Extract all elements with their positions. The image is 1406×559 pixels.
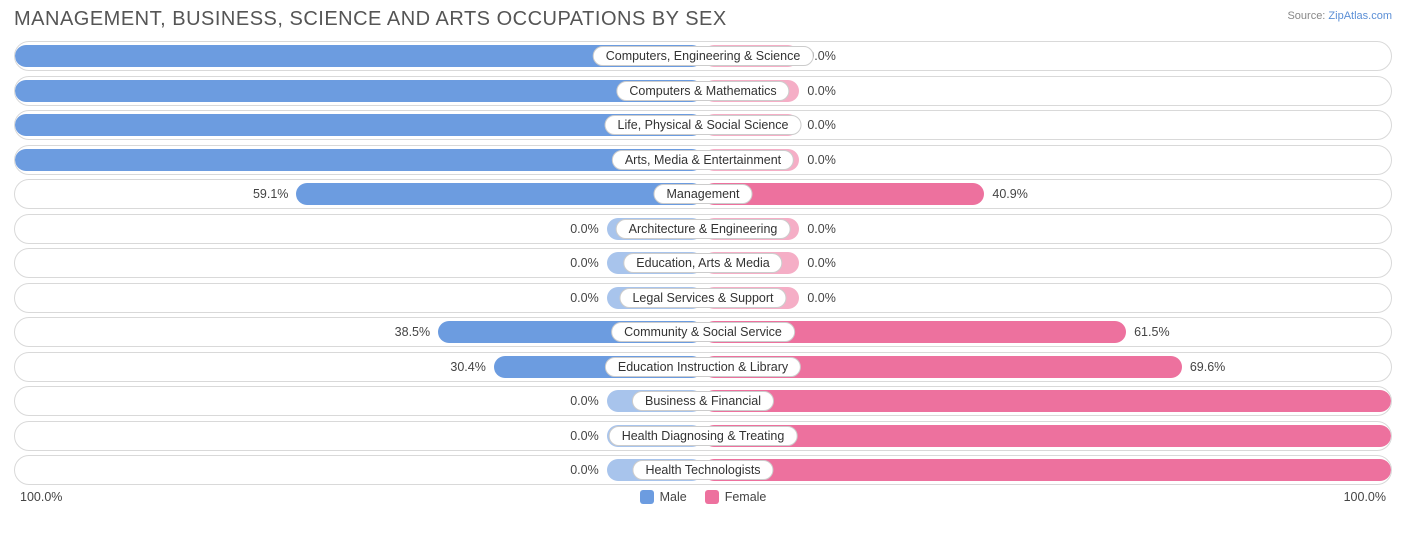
- bar-row: 38.5% 61.5% Community & Social Service: [14, 317, 1392, 347]
- axis-right-label: 100.0%: [1344, 490, 1386, 504]
- bar-row: 100.0% 0.0% Life, Physical & Social Scienc…: [14, 110, 1392, 140]
- male-half: 0.0%: [15, 422, 703, 450]
- female-value: 0.0%: [807, 153, 836, 167]
- male-half: 0.0%: [15, 284, 703, 312]
- category-label: Legal Services & Support: [619, 288, 786, 308]
- chart-container: MANAGEMENT, BUSINESS, SCIENCE AND ARTS O…: [0, 0, 1406, 559]
- female-half: 40.9%: [703, 180, 1391, 208]
- chart-header: MANAGEMENT, BUSINESS, SCIENCE AND ARTS O…: [14, 8, 1392, 31]
- male-value: 0.0%: [570, 256, 599, 270]
- category-label: Life, Physical & Social Science: [605, 115, 802, 135]
- category-label: Business & Financial: [632, 391, 774, 411]
- female-half: 100.0%: [703, 456, 1391, 484]
- female-value: 40.9%: [992, 187, 1027, 201]
- male-swatch-icon: [640, 490, 654, 504]
- male-half: 0.0%: [15, 456, 703, 484]
- male-half: 100.0%: [15, 146, 703, 174]
- bar-row: 0.0% 100.0%Business & Financial: [14, 386, 1392, 416]
- bar-row: 59.1% 40.9% Management: [14, 179, 1392, 209]
- male-half: 59.1%: [15, 180, 703, 208]
- male-half: 0.0%: [15, 249, 703, 277]
- male-value: 0.0%: [570, 429, 599, 443]
- bar-row: 0.0% 100.0%Health Technologists: [14, 455, 1392, 485]
- female-value: 0.0%: [807, 84, 836, 98]
- chart-rows: 100.0% 0.0% Computers, Engineering & Scien…: [14, 41, 1392, 485]
- bar-row: 100.0%0.0%Computers, Engineering & Scien…: [14, 41, 1392, 71]
- male-value: 30.4%: [450, 360, 485, 374]
- male-value: 38.5%: [395, 325, 430, 339]
- female-half: 0.0%: [703, 111, 1391, 139]
- male-half: 38.5%: [15, 318, 703, 346]
- bar-row: 0.0% 0.0% Architecture & Engineering: [14, 214, 1392, 244]
- female-bar: [703, 390, 1391, 412]
- bar-row: 0.0% 0.0% Legal Services & Support: [14, 283, 1392, 313]
- female-half: 0.0%: [703, 215, 1391, 243]
- female-half: 0.0%: [703, 77, 1391, 105]
- bar-row: 100.0% 0.0% Computers & Mathematics: [14, 76, 1392, 106]
- female-value: 0.0%: [807, 222, 836, 236]
- bar-row: 30.4% 69.6% Education Instruction & Librar…: [14, 352, 1392, 382]
- male-half: 100.0%: [15, 77, 703, 105]
- female-value: 69.6%: [1190, 360, 1225, 374]
- bar-row: 0.0% 100.0%Health Diagnosing & Treating: [14, 421, 1392, 451]
- female-value: 0.0%: [807, 118, 836, 132]
- female-half: 61.5%: [703, 318, 1391, 346]
- female-bar: [703, 459, 1391, 481]
- female-swatch-icon: [705, 490, 719, 504]
- category-label: Computers, Engineering & Science: [593, 46, 814, 66]
- category-label: Education, Arts & Media: [623, 253, 782, 273]
- female-value: 0.0%: [807, 291, 836, 305]
- male-value: 0.0%: [570, 463, 599, 477]
- legend-female: Female: [705, 490, 767, 504]
- source-prefix: Source:: [1287, 10, 1328, 22]
- male-half: 0.0%: [15, 215, 703, 243]
- category-label: Community & Social Service: [611, 322, 795, 342]
- category-label: Education Instruction & Library: [605, 357, 801, 377]
- bar-row: 0.0% 0.0% Education, Arts & Media: [14, 248, 1392, 278]
- axis-left-label: 100.0%: [20, 490, 62, 504]
- axis-row: 100.0% Male Female 100.0%: [14, 490, 1392, 504]
- female-half: 69.6%: [703, 353, 1391, 381]
- legend: Male Female: [640, 490, 767, 504]
- male-value: 0.0%: [570, 394, 599, 408]
- category-label: Management: [654, 184, 753, 204]
- male-bar: [15, 114, 703, 136]
- female-half: 0.0%: [703, 249, 1391, 277]
- legend-male-label: Male: [660, 490, 687, 504]
- chart-source: Source: ZipAtlas.com: [1287, 8, 1392, 22]
- bar-row: 100.0% 0.0% Arts, Media & Entertainment: [14, 145, 1392, 175]
- male-half: 100.0%: [15, 111, 703, 139]
- male-half: 30.4%: [15, 353, 703, 381]
- female-half: 100.0%: [703, 387, 1391, 415]
- male-bar: [15, 80, 703, 102]
- category-label: Health Diagnosing & Treating: [609, 426, 798, 446]
- female-value: 0.0%: [807, 256, 836, 270]
- source-link[interactable]: ZipAtlas.com: [1328, 10, 1392, 22]
- male-bar: [15, 149, 703, 171]
- female-half: 100.0%: [703, 422, 1391, 450]
- male-value: 59.1%: [253, 187, 288, 201]
- female-half: 0.0%: [703, 146, 1391, 174]
- male-value: 0.0%: [570, 222, 599, 236]
- female-value: 61.5%: [1134, 325, 1169, 339]
- legend-female-label: Female: [725, 490, 767, 504]
- male-bar: [296, 183, 703, 205]
- male-half: 0.0%: [15, 387, 703, 415]
- legend-male: Male: [640, 490, 687, 504]
- female-bar: [703, 425, 1391, 447]
- category-label: Health Technologists: [632, 460, 773, 480]
- male-value: 0.0%: [570, 291, 599, 305]
- category-label: Architecture & Engineering: [616, 219, 791, 239]
- female-half: 0.0%: [703, 284, 1391, 312]
- category-label: Computers & Mathematics: [616, 81, 789, 101]
- category-label: Arts, Media & Entertainment: [612, 150, 794, 170]
- chart-title: MANAGEMENT, BUSINESS, SCIENCE AND ARTS O…: [14, 8, 727, 31]
